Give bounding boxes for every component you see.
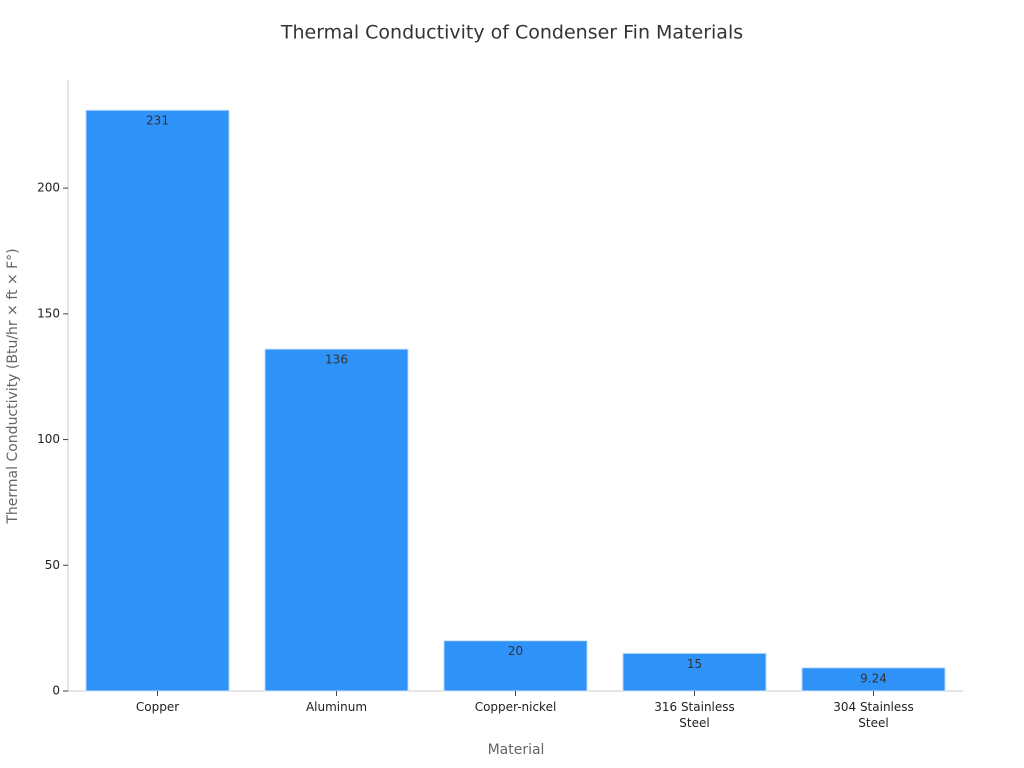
y-tick-label: 150: [37, 306, 60, 320]
x-tick-label: 316 Stainless Steel: [654, 700, 735, 730]
bar: [622, 652, 767, 692]
x-tick-label: Copper-nickel: [474, 700, 557, 714]
value-label: 20: [508, 644, 523, 658]
bar: [85, 109, 230, 692]
bar: [443, 640, 588, 692]
x-tick-label: Aluminum: [305, 700, 368, 714]
value-label: 9.24: [860, 671, 887, 685]
chart-title: Thermal Conductivity of Condenser Fin Ma…: [280, 22, 743, 44]
x-tick-label-box: Aluminum: [305, 700, 368, 714]
x-axis-label: Material: [488, 742, 545, 758]
x-tick-label: 304 Stainless Steel: [833, 700, 914, 730]
x-tick-label-box: 316 Stainless Steel: [654, 700, 735, 730]
value-label: 136: [325, 353, 348, 367]
x-tick-label-box: Copper-nickel: [474, 700, 557, 714]
y-tick-label: 100: [37, 432, 60, 446]
y-tick-label: 50: [45, 558, 60, 572]
y-tick-label: 0: [52, 684, 60, 698]
x-tick-label-box: Copper: [135, 700, 180, 714]
y-axis-label: Thermal Conductivity (Btu/hr × ft × F°): [5, 248, 21, 524]
x-tick-label-box: 304 Stainless Steel: [833, 700, 914, 730]
x-tick-label: Copper: [135, 700, 180, 714]
value-label: 15: [687, 657, 702, 671]
value-label: 231: [146, 114, 169, 128]
bar: [264, 348, 409, 692]
y-tick-label: 200: [37, 181, 60, 195]
